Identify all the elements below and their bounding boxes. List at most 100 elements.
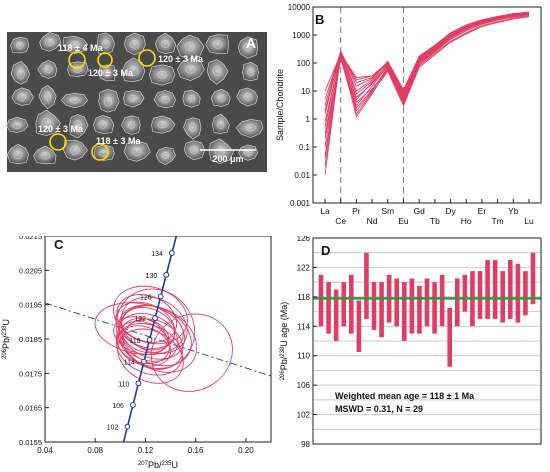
age-y-tick-label: 122 <box>297 263 311 272</box>
concordia-age-marker <box>146 337 153 343</box>
zircon-grain <box>11 87 34 106</box>
concordia-y-axis-label: 206Pb/238U <box>1 319 11 359</box>
concordia-age-label: 106 <box>112 403 124 410</box>
age-y-tick-label: 118 <box>297 293 310 302</box>
zircon-grain <box>236 87 259 107</box>
age-bar-25 <box>500 271 506 323</box>
zircon-zoning <box>217 94 226 102</box>
zircon-grain <box>35 109 61 136</box>
zircon-grain <box>155 32 177 55</box>
concordia-age-marker <box>152 315 158 322</box>
ree-series-line-9 <box>324 15 530 134</box>
zircon-zoning <box>128 94 137 102</box>
zircon-grain <box>33 145 57 165</box>
age-y-axis-label: 206Pb/238U age (Ma) <box>279 302 289 381</box>
age-bar-8 <box>371 282 377 330</box>
zircon-zoning <box>69 97 80 104</box>
zircon-grain <box>98 88 120 113</box>
zircon-zoning <box>161 40 170 48</box>
age-bar-1 <box>318 274 324 327</box>
concordia-y-tick-label: 0.0175 <box>19 369 42 378</box>
spot-label-4: 120 ± 3 Ma <box>38 124 84 134</box>
age-y-tick-label: 110 <box>297 352 310 361</box>
ree-x-tick-label-sm: Sm <box>381 206 394 216</box>
zircon-grain <box>97 64 116 82</box>
zircon-zoning <box>103 96 112 107</box>
panel-d-letter: D <box>321 243 330 258</box>
zircon-zoning <box>131 147 142 157</box>
age-bar-9 <box>379 282 384 338</box>
concordia-y-tick-label: 0.0165 <box>19 404 42 413</box>
zircon-zoning <box>45 38 54 46</box>
concordia-age-label: 122 <box>134 316 146 323</box>
error-ellipse-19 <box>113 285 188 345</box>
age-y-tick-label: 102 <box>297 411 311 420</box>
concordia-age-marker <box>124 423 131 430</box>
zircon-zoning <box>102 39 110 49</box>
zircon-zoning <box>41 152 51 160</box>
zircon-zoning <box>245 124 256 132</box>
age-bar-26 <box>507 260 513 319</box>
cl-image-svg: A 118 ± 4 Ma 120 ± 3 Ma 120 ± 3 Ma 120 ±… <box>6 32 267 172</box>
analysis-spot-1 <box>68 51 86 69</box>
spot-label-5: 118 ± 3 Ma <box>96 136 141 146</box>
zircon-zoning <box>161 152 170 159</box>
ree-x-tick-label-nd: Nd <box>367 216 378 226</box>
error-ellipse-15 <box>120 307 176 351</box>
ree-y-tick-label: 1000 <box>292 31 310 40</box>
ree-x-tick-label-ce: Ce <box>335 216 346 226</box>
age-y-tick-label: 126 <box>297 236 311 243</box>
age-y-tick-label: 114 <box>297 322 310 331</box>
zircon-zoning <box>157 71 168 79</box>
concordia-y-tick-label: 0.0195 <box>19 301 42 310</box>
error-ellipse-12 <box>120 296 188 354</box>
zircon-zoning <box>188 95 196 102</box>
age-bar-4 <box>341 282 347 327</box>
zircon-grain <box>182 89 201 108</box>
zircon-zoning <box>128 121 136 129</box>
ree-y-tick-label: 0.001 <box>290 199 311 208</box>
zircon-grain <box>183 140 206 161</box>
panel-d-age-chart: 98 102 106 110 114 118 122 126 D Weighted mean … <box>275 236 550 472</box>
zircon-zoning <box>70 145 80 155</box>
ree-x-tick-label-yb: Yb <box>508 206 519 216</box>
zircon-grain <box>93 115 115 134</box>
concordia-age-label: 126 <box>140 294 152 301</box>
ree-y-axis-label: Sample/Chondrite <box>275 69 285 141</box>
age-bar-3 <box>333 289 339 341</box>
age-bar-29 <box>530 252 536 305</box>
age-bar-27 <box>515 263 521 323</box>
zircon-grain <box>62 35 88 54</box>
zircon-zoning <box>161 96 170 104</box>
concordia-age-marker <box>169 250 175 256</box>
concordia-x-tick-label: 0.12 <box>138 446 154 455</box>
concordia-plot-frame <box>44 236 272 443</box>
age-bar-6 <box>356 300 362 353</box>
zircon-zoning <box>98 120 108 129</box>
ree-series-line-13 <box>324 14 530 139</box>
ree-x-tick-label-la: La <box>320 206 330 216</box>
age-bar-22 <box>477 271 483 319</box>
ree-y-tick-label: 10 <box>301 87 310 96</box>
zircon-grain <box>96 32 115 55</box>
zircon-zoning <box>184 41 195 52</box>
ree-y-tick-label: 100 <box>297 59 311 68</box>
zircon-zoning <box>17 93 26 101</box>
age-bar-11 <box>394 278 400 327</box>
concordia-y-tick-label: 0.0205 <box>19 266 42 275</box>
ree-x-tick-label-tm: Tm <box>491 216 503 226</box>
ree-x-tick-label-dy: Dy <box>445 206 456 216</box>
concordia-y-tick-label: 0.0215 <box>19 236 42 241</box>
ree-series-line-14 <box>324 11 530 106</box>
ree-x-tick-label-er: Er <box>478 206 487 216</box>
concordia-age-marker <box>157 293 164 300</box>
error-ellipse-16 <box>150 313 233 392</box>
concordia-age-label: 110 <box>118 381 129 388</box>
zircon-zoning <box>129 66 138 76</box>
zircon-grains <box>6 32 264 165</box>
zircon-grain <box>6 143 30 165</box>
zircon-grain <box>238 144 259 161</box>
concordia-age-marker <box>130 402 136 408</box>
concordia-age-marker <box>135 380 142 387</box>
